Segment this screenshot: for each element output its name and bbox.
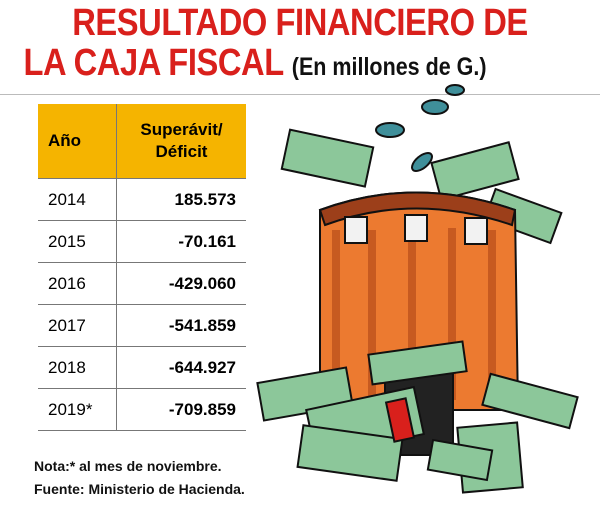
illustration [256, 84, 579, 494]
rule [0, 94, 600, 95]
table: Año Superávit/ Déficit 2014 185.573 2015 -70.… [38, 104, 246, 431]
title-text: LA CAJA FISCAL [23, 42, 284, 84]
subtitle: (En millones de G.) [291, 53, 487, 81]
table-cell: 2015 [38, 220, 117, 263]
coins [375, 84, 465, 172]
table-cell: -541.859 [116, 304, 246, 347]
band [384, 397, 416, 443]
table-cell: -70.161 [116, 220, 246, 263]
bills-bottom [256, 340, 579, 494]
table-cell: 2014 [38, 178, 117, 221]
note: Fuente: Ministerio de Hacienda. [34, 481, 245, 497]
table-cell: 185.573 [116, 178, 246, 221]
table-cell: -709.859 [116, 388, 246, 431]
column-header: Año [38, 104, 117, 179]
table-row: 2015 -70.161 [38, 220, 246, 263]
column-header: Superávit/ Déficit [116, 104, 246, 179]
table-cell: 2017 [38, 304, 117, 347]
table-row: 2019* -709.859 [38, 388, 246, 431]
table-cell: 2019* [38, 388, 117, 431]
title-line: LA CAJA FISCAL (En millones de G.) [0, 42, 513, 85]
table-row: 2016 -429.060 [38, 262, 246, 305]
table-cell: -429.060 [116, 262, 246, 305]
table-cell: 2018 [38, 346, 117, 389]
table-cell: -644.927 [116, 346, 246, 389]
table-row: 2018 -644.927 [38, 346, 246, 389]
note: Nota:* al mes de noviembre. [34, 458, 222, 474]
title-line: RESULTADO FINANCIERO DE [72, 2, 528, 44]
table-row: 2014 185.573 [38, 178, 246, 221]
header-row: Año Superávit/ Déficit [38, 104, 246, 179]
table-row: 2017 -541.859 [38, 304, 246, 347]
table-cell: 2016 [38, 262, 117, 305]
table-body: 2014 185.573 2015 -70.161 2016 -429.060 2017 -5… [38, 178, 246, 431]
bills-top [280, 128, 563, 245]
